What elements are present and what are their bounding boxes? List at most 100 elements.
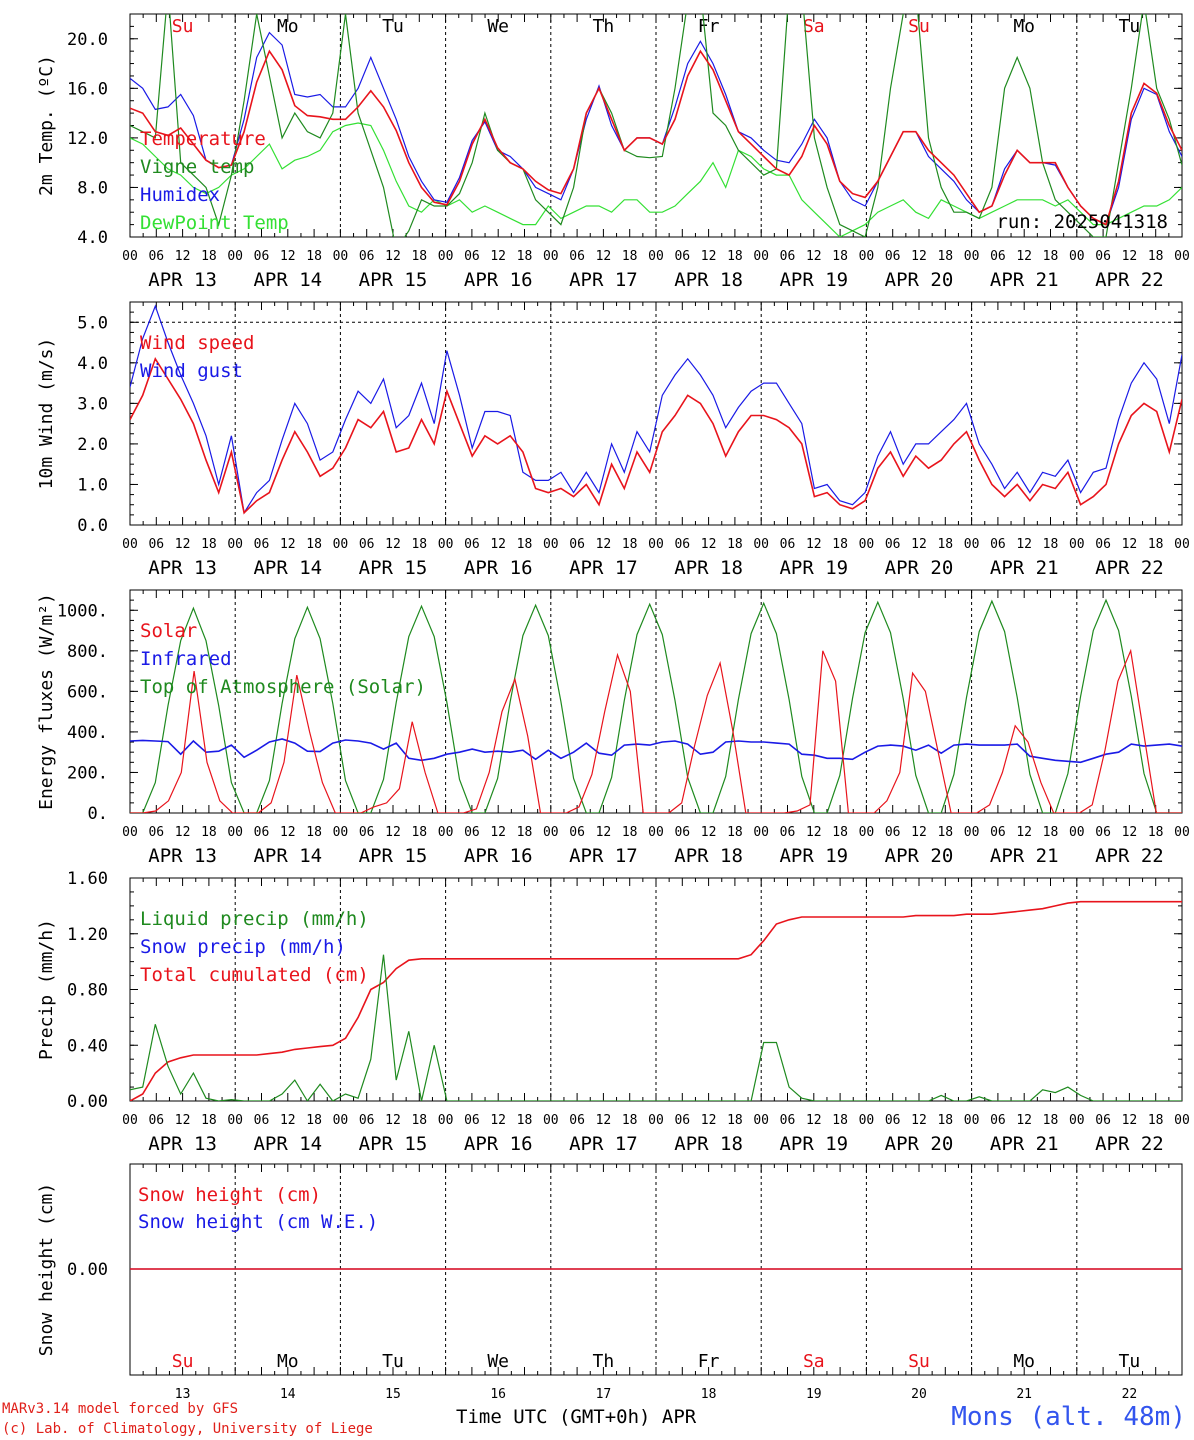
temperature-hour-label: 06	[254, 249, 270, 264]
temperature-legend-entry: Temperature	[140, 128, 266, 150]
energy-series-infrared	[130, 738, 1182, 764]
precip-hour-label: 00	[333, 1113, 349, 1128]
precip-hour-label: 18	[727, 1113, 743, 1128]
temperature-hour-label: 12	[1122, 249, 1138, 264]
temperature-legend-entry: Humidex	[140, 184, 220, 206]
credit-model: MARv3.14 model forced by GFS	[2, 1401, 239, 1417]
temperature-hour-label: 12	[280, 249, 296, 264]
temperature-hour-label: 06	[148, 249, 164, 264]
temperature-weekday-label: Mo	[1013, 16, 1035, 37]
energy-hour-label: 18	[727, 825, 743, 840]
snow-weekday-label: Fr	[698, 1351, 720, 1372]
energy-series-solar	[130, 648, 1182, 813]
wind-hour-label: 00	[438, 537, 454, 552]
wind-day-label: APR 15	[359, 557, 428, 579]
precip-hour-label: 06	[885, 1113, 901, 1128]
snow-legend-entry: Snow height (cm W.E.)	[138, 1211, 378, 1233]
energy-hour-label: 18	[832, 825, 848, 840]
snow-weekday-label: Su	[172, 1351, 194, 1372]
energy-day-label: APR 22	[1095, 845, 1164, 867]
temperature-hour-label: 00	[122, 249, 138, 264]
energy-legend-entry: Solar	[140, 620, 197, 642]
precip-legend-entry: Snow precip (mm/h)	[140, 936, 346, 958]
snow-day-number: 20	[911, 1387, 927, 1402]
wind-hour-label: 18	[727, 537, 743, 552]
precip-hour-label: 00	[543, 1113, 559, 1128]
wind-plot-frame	[129, 301, 1183, 526]
temperature-hour-label: 18	[727, 249, 743, 264]
wind-hour-label: 00	[543, 537, 559, 552]
precip-hour-label: 06	[464, 1113, 480, 1128]
energy-hour-label: 06	[1095, 825, 1111, 840]
energy-hour-label: 18	[1148, 825, 1164, 840]
precip-hour-label: 12	[280, 1113, 296, 1128]
wind-hour-label: 00	[648, 537, 664, 552]
precip-day-label: APR 17	[569, 1133, 638, 1155]
energy-hour-label: 18	[306, 825, 322, 840]
energy-hour-label: 12	[701, 825, 717, 840]
wind-hour-label: 12	[385, 537, 401, 552]
temperature-y-tick-label: 16.0	[67, 79, 108, 99]
energy-hour-label: 00	[859, 825, 875, 840]
wind-day-label: APR 17	[569, 557, 638, 579]
energy-hour-label: 00	[438, 825, 454, 840]
wind-hour-label: 18	[832, 537, 848, 552]
wind-y-tick-label: 0.0	[77, 516, 108, 536]
precip-hour-label: 00	[227, 1113, 243, 1128]
snow-day-number: 22	[1122, 1387, 1138, 1402]
wind-hour-label: 12	[911, 537, 927, 552]
wind-series-wind-speed	[130, 356, 1182, 515]
temperature-hour-label: 12	[385, 249, 401, 264]
snow-y-tick-label: 0.00	[67, 1260, 108, 1280]
precip-hour-label: 06	[674, 1113, 690, 1128]
precip-y-tick-label: 0.40	[67, 1036, 108, 1056]
snow-weekday-label: Tu	[1119, 1351, 1141, 1372]
energy-day-label: APR 17	[569, 845, 638, 867]
wind-hour-label: 06	[780, 537, 796, 552]
precip-day-label: APR 20	[885, 1133, 954, 1155]
energy-plot-frame	[129, 589, 1183, 814]
energy-hour-label: 06	[464, 825, 480, 840]
temperature-y-tick-label: 4.0	[77, 228, 108, 248]
energy-hour-label: 06	[569, 825, 585, 840]
precip-hour-label: 00	[1069, 1113, 1085, 1128]
temperature-hour-label: 18	[1043, 249, 1059, 264]
energy-hour-label: 06	[148, 825, 164, 840]
temperature-day-label: APR 18	[674, 269, 743, 291]
energy-hour-label: 12	[911, 825, 927, 840]
energy-hour-label: 18	[201, 825, 217, 840]
energy-hour-label: 12	[806, 825, 822, 840]
temperature-day-label: APR 15	[359, 269, 428, 291]
precip-hour-label: 12	[175, 1113, 191, 1128]
energy-hour-label: 18	[937, 825, 953, 840]
temperature-weekday-label: Su	[172, 16, 194, 37]
energy-hour-label: 00	[753, 825, 769, 840]
precip-hour-label: 06	[990, 1113, 1006, 1128]
snow-weekday-label: Su	[908, 1351, 930, 1372]
precip-hour-label: 18	[411, 1113, 427, 1128]
energy-hour-label: 18	[411, 825, 427, 840]
x-axis-title: Time UTC (GMT+0h) APR	[456, 1406, 697, 1428]
energy-hour-label: 00	[333, 825, 349, 840]
wind-hour-label: 00	[1174, 537, 1190, 552]
precip-hour-label: 12	[490, 1113, 506, 1128]
wind-day-label: APR 13	[148, 557, 217, 579]
temperature-hour-label: 18	[937, 249, 953, 264]
precip-y-tick-label: 1.60	[67, 869, 108, 889]
temperature-y-tick-label: 20.0	[67, 30, 108, 50]
energy-legend-entry: Top of Atmosphere (Solar)	[140, 676, 426, 698]
precip-hour-label: 06	[148, 1113, 164, 1128]
temperature-hour-label: 12	[1016, 249, 1032, 264]
precip-hour-label: 12	[596, 1113, 612, 1128]
temperature-series-temperature	[130, 49, 1182, 226]
energy-hour-label: 06	[780, 825, 796, 840]
energy-day-label: APR 14	[253, 845, 322, 867]
energy-hour-label: 12	[1122, 825, 1138, 840]
energy-hour-label: 00	[1174, 825, 1190, 840]
energy-hour-label: 06	[885, 825, 901, 840]
temperature-y-axis-title: 2m Temp. (ºC)	[36, 55, 57, 196]
wind-hour-label: 12	[280, 537, 296, 552]
precip-day-label: APR 19	[779, 1133, 848, 1155]
temperature-hour-label: 18	[306, 249, 322, 264]
